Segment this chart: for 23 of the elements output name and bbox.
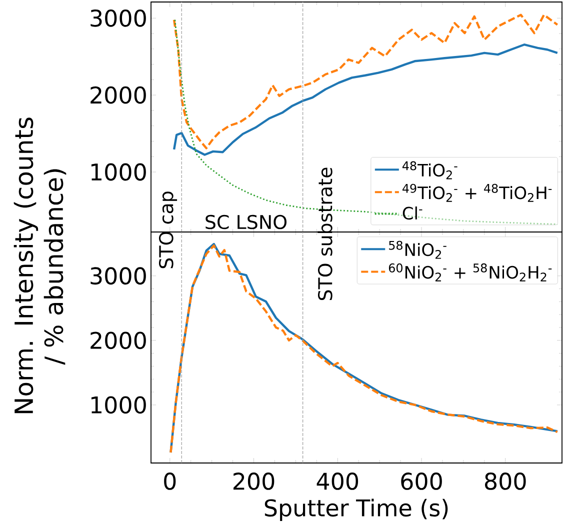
x-tick-label: 200 (233, 472, 274, 490)
y-tick-label: 2000 (90, 86, 146, 104)
legend-label: $^{48}$TiO$_{2}$- (402, 161, 458, 180)
y-tick-label: 2000 (90, 332, 146, 350)
line-series (172, 14, 558, 150)
x-tick-label: 800 (485, 472, 526, 490)
x-tick-label: 0 (164, 472, 176, 490)
legend-label: Cl$^{-}$ (402, 206, 422, 220)
annotation: STO cap (158, 192, 178, 268)
y-tick-label: 3000 (90, 267, 146, 285)
text: $^{49}$TiO$_{2}$$^{-}$ + $^{48}$TiO$_{2}$H$^{-}$ (402, 184, 552, 202)
annotation: SC LSNO (206, 214, 286, 230)
y-tick-label: 1000 (91, 163, 146, 181)
y-axis-title: Norm. Intensity (counts / % abundance) (14, 118, 66, 414)
x-tick-label: 400 (316, 472, 358, 490)
y-tick-label: 3000 (90, 9, 146, 27)
annotation: STO substrate (318, 168, 332, 300)
line-series (172, 44, 558, 156)
legend-label: $^{58}$NiO$_{2}$- (389, 240, 446, 259)
x-axis-title: Sputter Time (s) (264, 498, 448, 522)
y-tick-label: 1000 (91, 396, 146, 414)
x-tick-label: 600 (401, 472, 442, 490)
text: $^{60}$NiO$_{2}$$^{-}$ + $^{58}$NiO$_{2}$H$_{2}$- (388, 263, 552, 282)
